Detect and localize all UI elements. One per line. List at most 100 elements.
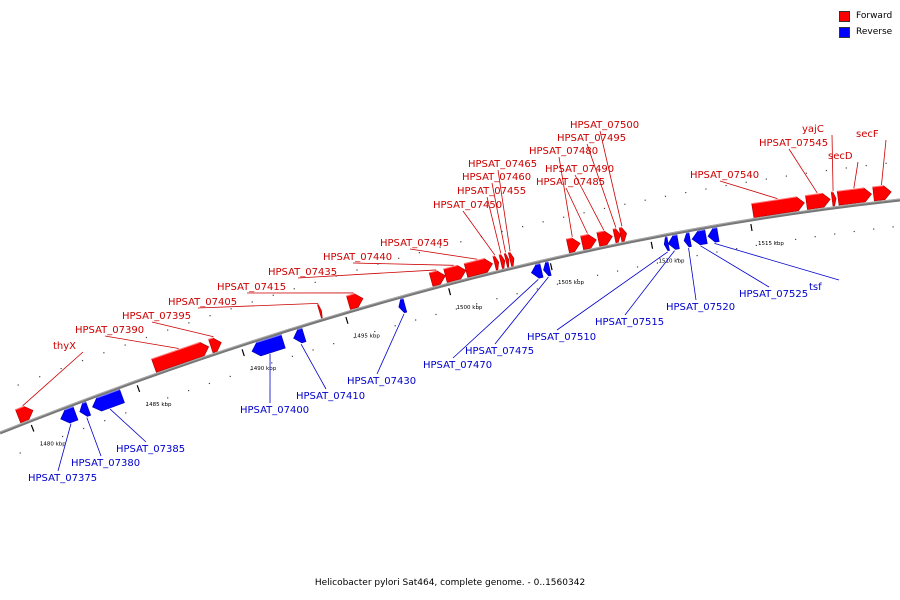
forward-gene-arrow[interactable]	[507, 251, 515, 267]
forward-gene-arrow[interactable]	[428, 270, 446, 287]
gene-label[interactable]: HPSAT_07475	[465, 346, 534, 357]
gene-tsf[interactable]	[707, 227, 720, 243]
reverse-gene-arrow[interactable]	[667, 234, 680, 250]
gene-hpsat-07540[interactable]	[751, 196, 805, 218]
gene-label[interactable]: HPSAT_07525	[739, 289, 808, 300]
gene-label[interactable]: secF	[856, 129, 879, 140]
gene-hpsat-07485[interactable]	[580, 233, 597, 251]
gene-hpsat-07380[interactable]	[79, 401, 92, 417]
gene-secf[interactable]	[872, 185, 892, 202]
gene-label[interactable]: HPSAT_07465	[468, 159, 537, 170]
forward-gene-arrow[interactable]	[872, 185, 892, 202]
gene-hpsat-07405[interactable]	[317, 303, 323, 319]
gene-hpsat-07430[interactable]	[398, 298, 408, 314]
forward-gene-arrow[interactable]	[566, 237, 581, 254]
gene-label[interactable]: HPSAT_07490	[545, 164, 614, 175]
forward-gene-arrow[interactable]	[596, 230, 613, 247]
gene-label[interactable]: HPSAT_07435	[268, 267, 337, 278]
gene-hpsat-07395[interactable]	[208, 337, 222, 354]
gene-label[interactable]: thyX	[53, 341, 76, 352]
gene-hpsat-07490[interactable]	[596, 230, 613, 247]
gene-hpsat-07480[interactable]	[566, 237, 581, 254]
forward-gene-arrow[interactable]	[208, 337, 222, 354]
gene-hpsat-07375[interactable]	[60, 406, 79, 424]
gene-label[interactable]: HPSAT_07430	[347, 376, 416, 387]
gene-label[interactable]: tsf	[809, 282, 822, 293]
gene-hpsat-07450[interactable]	[492, 255, 500, 271]
gene-hpsat-07510[interactable]	[663, 236, 670, 252]
forward-gene-arrow[interactable]	[618, 227, 627, 242]
gene-label[interactable]: HPSAT_07460	[462, 172, 531, 183]
gene-hpsat-07520[interactable]	[683, 232, 692, 248]
gene-label[interactable]: HPSAT_07450	[433, 200, 502, 211]
gene-label[interactable]: HPSAT_07480	[529, 146, 598, 157]
gene-label[interactable]: HPSAT_07520	[666, 302, 735, 313]
forward-gene-arrow[interactable]	[580, 234, 597, 251]
minor-tick	[536, 288, 538, 290]
gene-label[interactable]: HPSAT_07470	[423, 360, 492, 371]
gene-label[interactable]: HPSAT_07485	[536, 177, 605, 188]
gene-label[interactable]: HPSAT_07445	[380, 238, 449, 249]
forward-gene-arrow[interactable]	[317, 304, 323, 319]
forward-gene-arrow[interactable]	[805, 192, 831, 210]
gene-arrow-highlight	[535, 263, 541, 266]
gene-label[interactable]: HPSAT_07380	[71, 458, 140, 469]
forward-gene-arrow[interactable]	[830, 191, 837, 207]
forward-swatch	[839, 10, 850, 22]
reverse-gene-arrow[interactable]	[683, 232, 692, 248]
gene-label[interactable]: HPSAT_07540	[690, 170, 759, 181]
gene-label[interactable]: HPSAT_07390	[75, 325, 144, 336]
gene-label[interactable]: HPSAT_07375	[28, 473, 97, 484]
gene-label[interactable]: HPSAT_07385	[116, 444, 185, 455]
forward-gene-arrow[interactable]	[498, 254, 506, 269]
gene-hpsat-07460[interactable]	[503, 252, 510, 268]
minor-tick	[576, 279, 579, 281]
gene-hpsat-07455[interactable]	[498, 254, 506, 269]
gene-label[interactable]: HPSAT_07405	[168, 297, 237, 308]
gene-label[interactable]: HPSAT_07400	[240, 405, 309, 416]
gene-secd[interactable]	[836, 187, 872, 206]
reverse-gene-arrow[interactable]	[707, 227, 720, 243]
forward-gene-arrow[interactable]	[492, 255, 500, 271]
reverse-gene-arrow[interactable]	[691, 229, 708, 246]
gene-hpsat-07470[interactable]	[531, 263, 544, 279]
gene-hpsat-07400[interactable]	[251, 334, 286, 357]
gene-label[interactable]: HPSAT_07545	[759, 138, 828, 149]
minor-tick	[230, 308, 232, 310]
gene-label[interactable]: HPSAT_07415	[217, 282, 286, 293]
gene-hpsat-07475[interactable]	[543, 261, 552, 277]
gene-hpsat-07515[interactable]	[667, 234, 680, 250]
gene-hpsat-07415[interactable]	[346, 293, 364, 310]
gene-label[interactable]: HPSAT_07455	[457, 186, 526, 197]
gene-hpsat-07465[interactable]	[507, 251, 515, 267]
reverse-gene-arrow[interactable]	[531, 263, 544, 279]
minor-tick	[656, 262, 659, 264]
gene-hpsat-07545[interactable]	[805, 192, 831, 210]
gene-label[interactable]: HPSAT_07515	[595, 317, 664, 328]
gene-label[interactable]: HPSAT_07440	[323, 252, 392, 263]
gene-label[interactable]: HPSAT_07410	[296, 391, 365, 402]
gene-hpsat-07435[interactable]	[428, 270, 446, 287]
gene-label[interactable]: HPSAT_07500	[570, 120, 639, 131]
reverse-gene-arrow[interactable]	[79, 401, 92, 417]
gene-hpsat-07440[interactable]	[443, 264, 467, 283]
gene-label[interactable]: HPSAT_07495	[557, 133, 626, 144]
gene-label[interactable]: secD	[828, 151, 853, 162]
reverse-gene-arrow[interactable]	[398, 298, 408, 314]
reverse-gene-arrow[interactable]	[293, 327, 307, 344]
gene-label[interactable]: yajC	[802, 124, 824, 135]
gene-hpsat-07525[interactable]	[691, 229, 708, 246]
gene-yajc[interactable]	[830, 191, 837, 207]
gene-hpsat-07500[interactable]	[618, 226, 627, 242]
gene-hpsat-07495[interactable]	[612, 228, 621, 244]
minor-tick	[188, 322, 190, 324]
gene-label[interactable]: HPSAT_07395	[122, 311, 191, 322]
forward-gene-arrow[interactable]	[151, 341, 210, 373]
gene-label[interactable]: HPSAT_07510	[527, 332, 596, 343]
gene-hpsat-07445[interactable]	[463, 258, 493, 278]
gene-thyx[interactable]	[15, 405, 34, 424]
gene-hpsat-07390[interactable]	[151, 341, 210, 373]
gene-hpsat-07410[interactable]	[293, 327, 307, 344]
minor-tick	[145, 336, 148, 339]
gene-hpsat-07385[interactable]	[92, 389, 125, 412]
